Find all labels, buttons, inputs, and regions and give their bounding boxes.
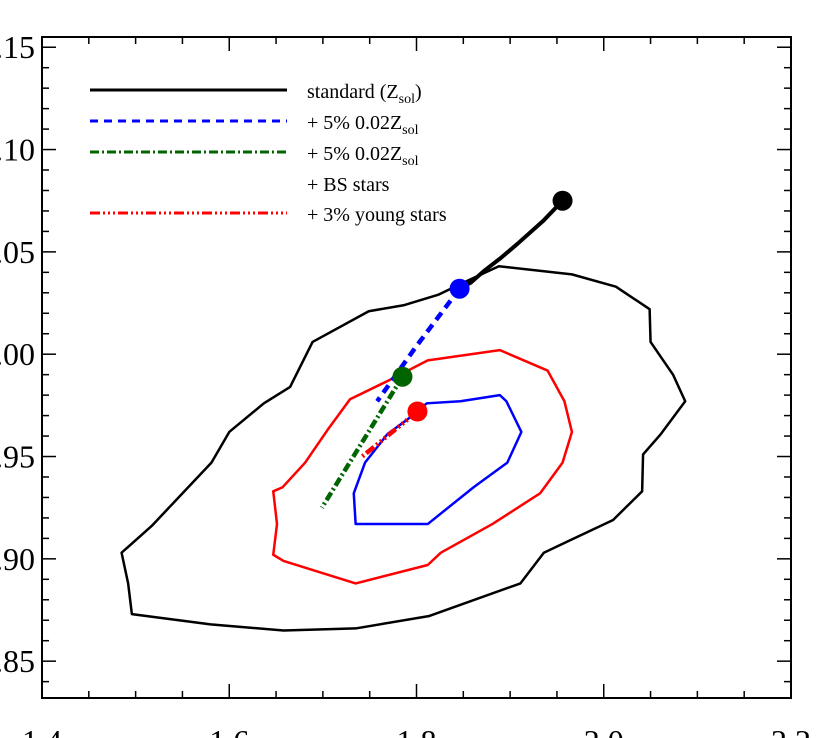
series-lines <box>320 199 564 509</box>
y-tick-label: 1.05 <box>0 234 35 270</box>
legend-label-1: + 5% 0.02Zsol <box>307 112 419 138</box>
x-tick-label: 1.8 <box>397 723 437 738</box>
x-tick-label: 2.2 <box>771 723 811 738</box>
contour-0 <box>120 264 687 632</box>
y-tick-label: 0.90 <box>0 541 35 577</box>
contours <box>120 264 687 632</box>
axis-ticks <box>41 37 792 698</box>
legend-label-2-line2: + BS stars <box>307 174 390 196</box>
series-line-2 <box>320 375 405 509</box>
legend-label-0: standard (Zsol) <box>307 81 422 107</box>
series-line-1 <box>375 287 462 403</box>
legend-label-3: + 3% young stars <box>307 204 447 226</box>
series-marker-2 <box>392 366 413 387</box>
series-marker-0 <box>552 190 573 211</box>
x-tick-label: 1.4 <box>22 723 62 738</box>
series-markers <box>392 190 573 422</box>
series-line-3 <box>360 409 419 459</box>
series-line-0 <box>458 199 564 291</box>
y-tick-label: 1.15 <box>0 29 35 65</box>
y-tick-label: 1.00 <box>0 336 35 372</box>
series-marker-1 <box>449 278 470 299</box>
tick-labels: 1.4 1.6 1.8 2.0 2.2 0.85 0.90 0.95 1.00 1.05 1.10 1… <box>0 29 811 738</box>
contour-1 <box>272 348 574 585</box>
series-marker-3 <box>407 401 428 422</box>
x-tick-label: 2.0 <box>584 723 624 738</box>
legend-label-2: + 5% 0.02Zsol <box>307 143 419 169</box>
y-tick-label: 0.95 <box>0 439 35 475</box>
y-tick-label: 0.85 <box>0 643 35 679</box>
y-tick-label: 1.10 <box>0 132 35 168</box>
legend: standard (Zsol) + 5% 0.02Zsol + 5% 0.02Z… <box>90 81 447 226</box>
x-tick-label: 1.6 <box>209 723 249 738</box>
contour-2 <box>352 393 523 526</box>
